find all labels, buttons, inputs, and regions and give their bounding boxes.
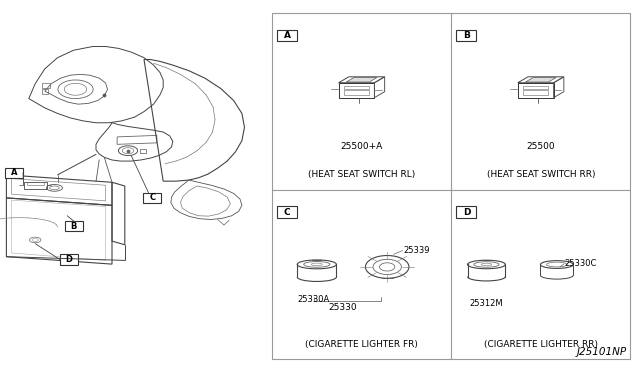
Text: C: C [149, 193, 156, 202]
Text: (CIGARETTE LIGHTER RR): (CIGARETTE LIGHTER RR) [484, 340, 598, 349]
Bar [65, 221, 83, 231]
Polygon shape [346, 77, 377, 82]
Text: (CIGARETTE LIGHTER FR): (CIGARETTE LIGHTER FR) [305, 340, 418, 349]
Bar [456, 206, 476, 218]
Text: 25330: 25330 [328, 303, 356, 312]
Text: B: B [70, 222, 77, 231]
Bar [456, 30, 476, 41]
Text: 25339: 25339 [403, 246, 429, 255]
Text: (HEAT SEAT SWITCH RL): (HEAT SEAT SWITCH RL) [308, 170, 415, 179]
Text: D: D [463, 208, 470, 217]
Text: D: D [66, 255, 72, 264]
Text: 25330C: 25330C [564, 259, 597, 268]
Text: 25500: 25500 [527, 142, 555, 151]
Polygon shape [525, 77, 556, 82]
Text: 25500+A: 25500+A [340, 142, 383, 151]
Text: 25330A: 25330A [298, 295, 330, 304]
Text: A: A [11, 169, 17, 177]
Bar [143, 193, 161, 203]
Text: C: C [284, 208, 291, 217]
Text: A: A [284, 31, 291, 40]
Bar [60, 254, 78, 265]
Bar [5, 168, 23, 178]
Text: J25101NP: J25101NP [577, 347, 627, 357]
Text: B: B [463, 31, 470, 40]
Text: (HEAT SEAT SWITCH RR): (HEAT SEAT SWITCH RR) [486, 170, 595, 179]
Bar [277, 206, 298, 218]
Bar [277, 30, 298, 41]
Text: 25312M: 25312M [470, 298, 503, 308]
